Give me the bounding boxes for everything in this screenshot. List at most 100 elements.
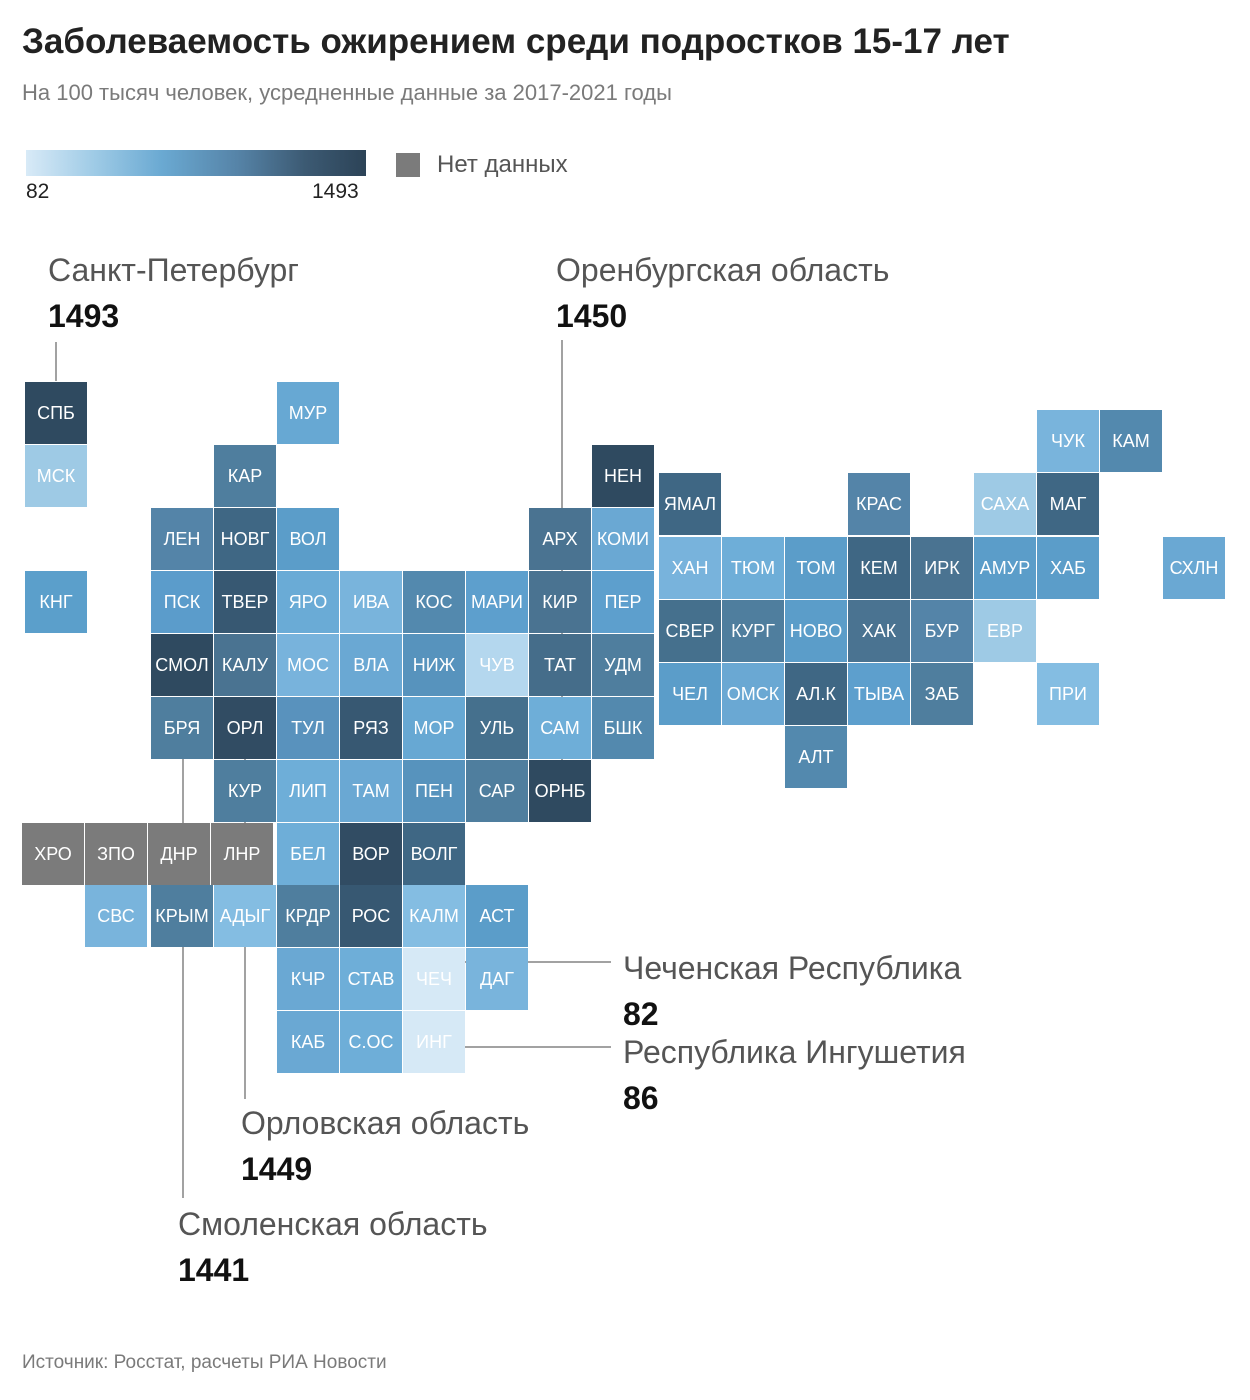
callout-value-chechnya: 82 xyxy=(623,996,659,1032)
region-tile: КЕМ xyxy=(848,537,910,599)
region-tile: ЯМАЛ xyxy=(659,473,721,535)
region-tile: АСТ xyxy=(466,885,528,947)
region-tile: ЧУК xyxy=(1037,410,1099,472)
region-tile: РЯЗ xyxy=(340,697,402,759)
region-tile: ПЕН xyxy=(403,760,465,822)
region-tile: ОРЛ xyxy=(214,697,276,759)
region-tile: ПСК xyxy=(151,571,213,633)
region-tile: ВОР xyxy=(340,823,402,885)
callout-name-ingushetia: Республика Ингушетия xyxy=(623,1034,966,1070)
region-tile: ЧУВ xyxy=(466,634,528,696)
region-tile: ЛНР xyxy=(211,823,273,885)
region-tile: КРДР xyxy=(277,885,339,947)
region-tile: БУР xyxy=(911,600,973,662)
region-tile: МУР xyxy=(277,382,339,444)
callout-name-smolensk: Смоленская область xyxy=(178,1206,488,1242)
region-tile: НОВО xyxy=(785,600,847,662)
region-tile: НИЖ xyxy=(403,634,465,696)
callout-value-smolensk: 1441 xyxy=(178,1252,250,1288)
region-tile: МАРИ xyxy=(466,571,528,633)
region-tile: БШК xyxy=(592,697,654,759)
region-tile: ВОЛГ xyxy=(403,823,465,885)
chart-title: Заболеваемость ожирением среди подростко… xyxy=(22,22,1010,61)
region-tile: МСК xyxy=(25,445,87,507)
chart-subtitle: На 100 тысяч человек, усредненные данные… xyxy=(22,80,672,105)
region-tile: ТАМ xyxy=(340,760,402,822)
region-tile: ЗПО xyxy=(85,823,147,885)
region-tile: МОР xyxy=(403,697,465,759)
region-tile: ХАБ xyxy=(1037,537,1099,599)
region-tile: КАЛУ xyxy=(214,634,276,696)
color-scale-min: 82 xyxy=(26,180,50,203)
region-tile: КАМ xyxy=(1100,410,1162,472)
region-tile: ДАГ xyxy=(466,948,528,1010)
callout-value-orel: 1449 xyxy=(241,1151,313,1187)
region-tile: АДЫГ xyxy=(214,885,276,947)
region-tile: СТАВ xyxy=(340,948,402,1010)
region-tile: КНГ xyxy=(25,571,87,633)
callout-value-ingushetia: 86 xyxy=(623,1080,659,1116)
region-tile: ТУЛ xyxy=(277,697,339,759)
region-tile: КИР xyxy=(529,571,591,633)
region-tile: ХАК xyxy=(848,600,910,662)
region-tile: САМ xyxy=(529,697,591,759)
region-tile: ТОМ xyxy=(785,537,847,599)
callout-name-orel: Орловская область xyxy=(241,1105,530,1141)
region-tile: ХРО xyxy=(22,823,84,885)
region-tile: РОС xyxy=(340,885,402,947)
callout-value-orenburg: 1450 xyxy=(556,298,628,334)
region-tile: СВЕР xyxy=(659,600,721,662)
region-tile: КАБ xyxy=(277,1011,339,1073)
callout-name-orenburg: Оренбургская область xyxy=(556,252,890,288)
region-tile: АЛТ xyxy=(785,726,847,788)
region-tile: ПРИ xyxy=(1037,663,1099,725)
region-tile: С.ОС xyxy=(340,1011,402,1073)
source-note: Источник: Росстат, расчеты РИА Новости xyxy=(22,1352,387,1373)
region-tile: ТЫВА xyxy=(848,663,910,725)
region-tile: СПБ xyxy=(25,382,87,444)
region-tile: ДНР xyxy=(148,823,210,885)
region-tile: САХА xyxy=(974,473,1036,535)
region-tile: ИВА xyxy=(340,571,402,633)
region-tile: ЕВР xyxy=(974,600,1036,662)
region-tile: НЕН xyxy=(592,445,654,507)
region-tile: КАР xyxy=(214,445,276,507)
region-tile: ЧЕЧ xyxy=(403,948,465,1010)
region-tile: ЛЕН xyxy=(151,508,213,570)
region-tile: ВЛА xyxy=(340,634,402,696)
callout-value-spb: 1493 xyxy=(48,298,120,334)
region-tile: БЕЛ xyxy=(277,823,339,885)
region-tile: САР xyxy=(466,760,528,822)
region-tile: КОМИ xyxy=(592,508,654,570)
region-tile: ХАН xyxy=(659,537,721,599)
region-tile: БРЯ xyxy=(151,697,213,759)
region-tile: КРАС xyxy=(848,473,910,535)
region-tile: ИРК xyxy=(911,537,973,599)
region-tile: ЛИП xyxy=(277,760,339,822)
region-tile: АМУР xyxy=(974,537,1036,599)
region-tile: КЧР xyxy=(277,948,339,1010)
region-tile: СВС xyxy=(85,885,147,947)
region-tile: ПЕР xyxy=(592,571,654,633)
region-tile: УДМ xyxy=(592,634,654,696)
region-tile: КАЛМ xyxy=(403,885,465,947)
region-tile: СМОЛ xyxy=(151,634,213,696)
region-tile: ОМСК xyxy=(722,663,784,725)
region-tile: ЗАБ xyxy=(911,663,973,725)
callout-name-spb: Санкт-Петербург xyxy=(48,252,299,288)
region-tile: МОС xyxy=(277,634,339,696)
region-tile: ТВЕР xyxy=(214,571,276,633)
region-tile: КОС xyxy=(403,571,465,633)
region-tile: УЛЬ xyxy=(466,697,528,759)
region-tile: КУР xyxy=(214,760,276,822)
region-tile: АЛ.К xyxy=(785,663,847,725)
region-tile: КРЫМ xyxy=(151,885,213,947)
region-tile: ТАТ xyxy=(529,634,591,696)
region-tile: ТЮМ xyxy=(722,537,784,599)
region-tile: КУРГ xyxy=(722,600,784,662)
color-scale-bar xyxy=(26,150,366,176)
region-tile: ИНГ xyxy=(403,1011,465,1073)
callout-name-chechnya: Чеченская Республика xyxy=(623,950,962,986)
region-tile: АРХ xyxy=(529,508,591,570)
region-tile: НОВГ xyxy=(214,508,276,570)
